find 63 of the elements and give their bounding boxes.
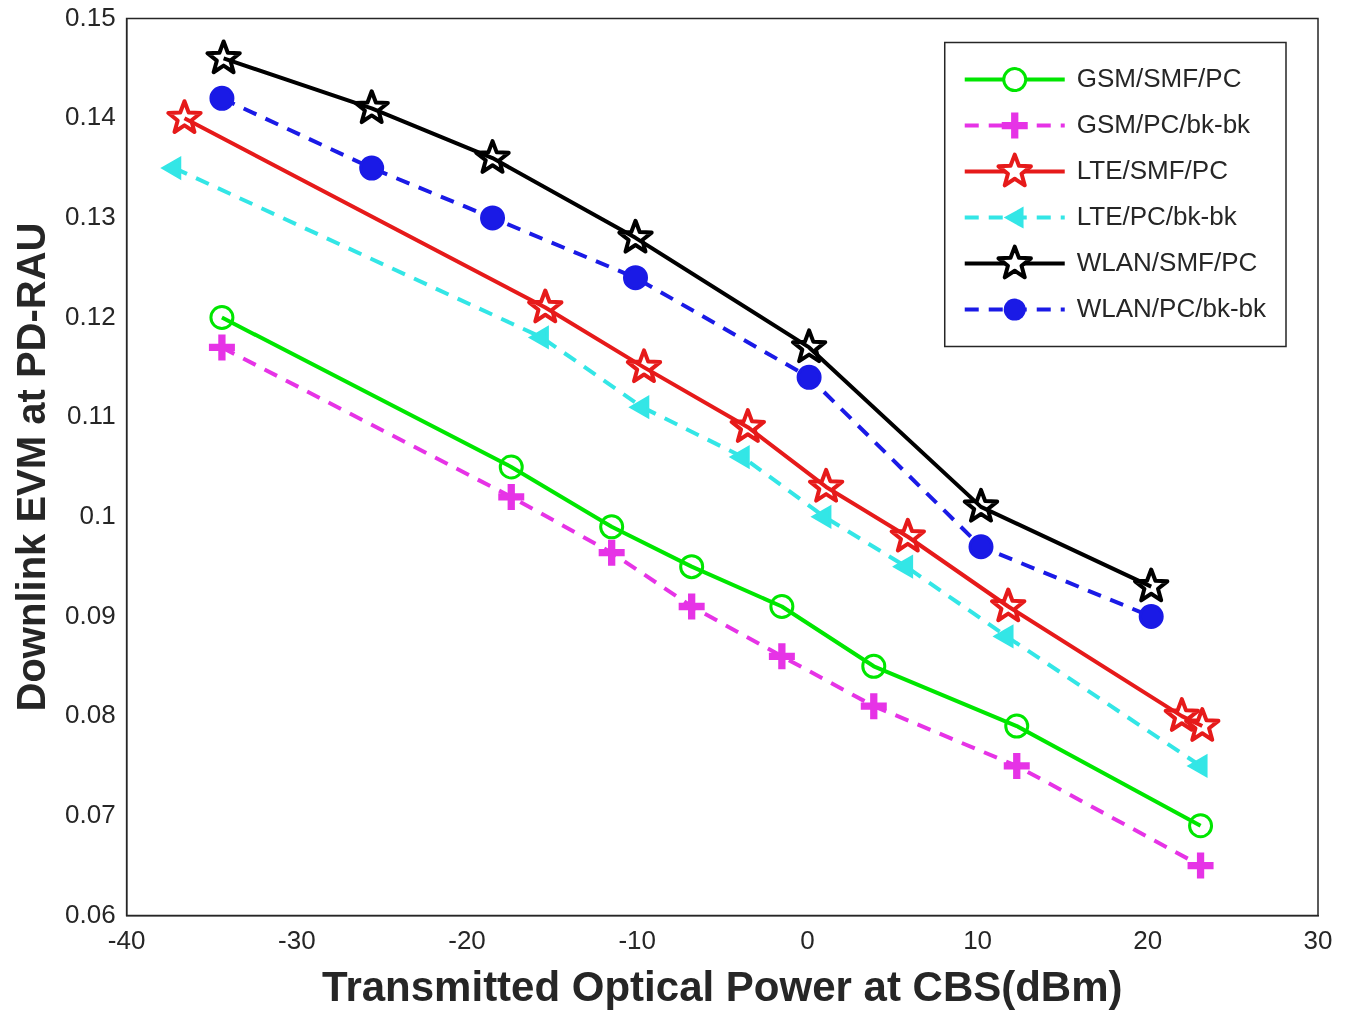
point (527, 288, 564, 324)
y-tick-label: 0.1 (79, 499, 116, 530)
point (962, 487, 1000, 523)
x-tick-label: -20 (448, 925, 486, 956)
x-tick-label: -30 (278, 925, 316, 956)
point (498, 454, 524, 480)
legend-label: LTE/PC/bk-bk (1076, 200, 1238, 231)
point (498, 483, 525, 510)
y-tick-label: 0.09 (64, 599, 116, 630)
point (889, 517, 926, 553)
legend-label: WLAN/SMF/PC (1076, 246, 1258, 277)
legend-label: LTE/SMF/PC (1076, 154, 1228, 185)
point (1133, 567, 1170, 603)
y-tick-label: 0.08 (64, 699, 116, 730)
y-tick-label: 0.12 (64, 300, 116, 331)
point (598, 539, 625, 566)
point (678, 593, 705, 620)
point (1003, 752, 1030, 779)
point (1138, 603, 1164, 629)
point (353, 89, 390, 125)
y-tick-label: 0.07 (64, 798, 116, 829)
point (1187, 852, 1214, 879)
point (599, 514, 625, 540)
legend-label: WLAN/PC/bk-bk (1076, 292, 1267, 323)
point (861, 653, 887, 679)
x-tick-label: 30 (1303, 925, 1333, 956)
point (769, 594, 795, 619)
point (679, 554, 705, 580)
point (359, 155, 385, 181)
point (166, 99, 203, 134)
point (990, 587, 1027, 623)
point (209, 305, 235, 331)
point (796, 364, 822, 390)
x-tick-label: 10 (963, 925, 993, 956)
point (209, 85, 235, 111)
y-tick-label: 0.13 (64, 201, 116, 232)
point (205, 39, 242, 75)
y-tick-label: 0.11 (66, 400, 116, 431)
y-axis-title: Downlink EVM at PD-RAU (9, 222, 54, 712)
x-tick-label: 0 (800, 925, 815, 956)
point (1004, 713, 1030, 739)
legend-label: GSM/PC/bk-bk (1076, 108, 1252, 139)
point (807, 467, 845, 503)
point (1163, 697, 1201, 732)
point (208, 334, 235, 361)
point (860, 693, 887, 720)
point (790, 328, 828, 364)
point (768, 643, 795, 670)
point (625, 348, 663, 384)
point (1188, 813, 1214, 839)
point (1184, 707, 1221, 742)
legend-label: GSM/SMF/PC (1076, 62, 1242, 93)
point (623, 265, 648, 291)
x-tick-label: -10 (618, 925, 656, 956)
point (480, 205, 506, 231)
x-axis-title: Transmitted Optical Power at CBS(dBm) (322, 963, 1123, 1011)
x-tick-label: 20 (1133, 925, 1163, 956)
point (474, 139, 511, 174)
y-tick-label: 0.15 (64, 1, 116, 32)
point (968, 534, 994, 560)
point (729, 408, 766, 443)
y-tick-label: 0.14 (64, 101, 116, 132)
point (617, 218, 654, 254)
